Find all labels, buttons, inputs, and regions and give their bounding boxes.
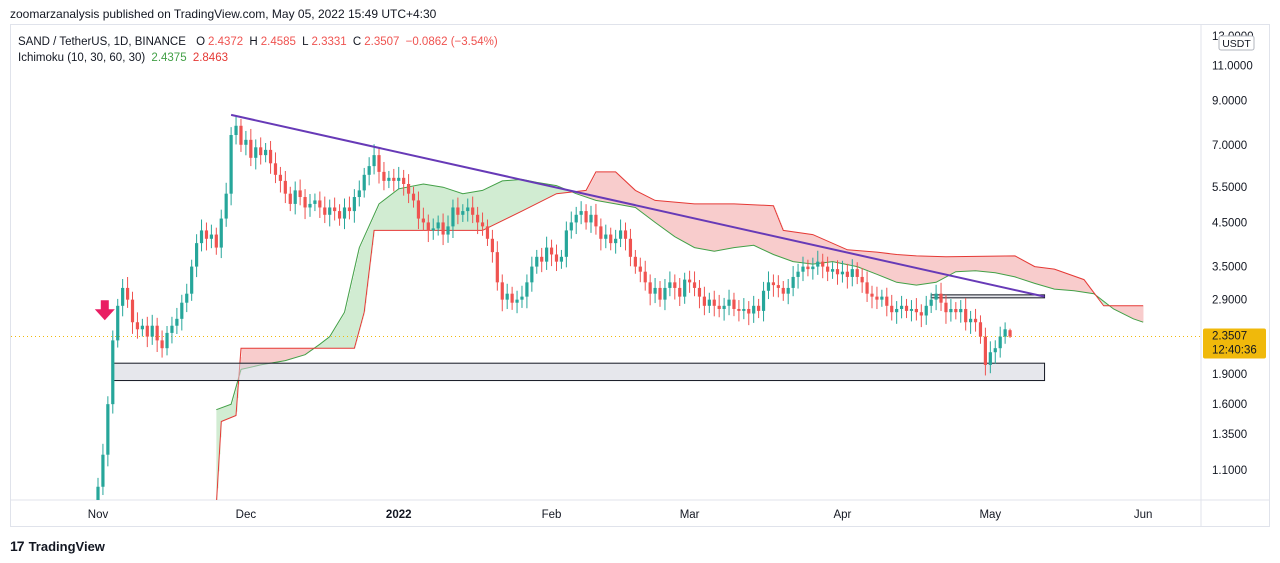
- indicator-title[interactable]: Ichimoku (10, 30, 60, 30): [18, 52, 146, 64]
- open-value: 2.4372: [208, 36, 244, 48]
- low-value: 2.3331: [311, 36, 347, 48]
- high-value: 2.4585: [260, 36, 296, 48]
- ohlc-close: C 2.3507: [353, 36, 403, 48]
- brand-name: TradingView: [28, 538, 105, 554]
- tradingview-footer[interactable]: 17 TradingView: [10, 538, 105, 554]
- open-label: O: [196, 36, 206, 48]
- close-label: C: [352, 36, 362, 48]
- symbol-title[interactable]: SAND / TetherUS, 1D, BINANCE: [18, 36, 186, 48]
- ohlc-open: O 2.4372: [196, 36, 246, 48]
- ohlc-high: H 2.4585: [249, 36, 299, 48]
- indicator-value-2: 2.8463: [192, 52, 228, 64]
- chart-pane[interactable]: [10, 24, 1270, 527]
- change-value: −0.0862 (−3.54%): [405, 36, 498, 48]
- close-value: 2.3507: [364, 36, 400, 48]
- publisher-line: zoomarzanalysis published on TradingView…: [10, 7, 437, 21]
- indicator-value-1: 2.4375: [151, 52, 187, 64]
- indicator-legend: Ichimoku (10, 30, 60, 30) 2.4375 2.8463: [18, 52, 231, 64]
- low-label: L: [302, 36, 309, 48]
- ohlc-low: L 2.3331: [302, 36, 350, 48]
- high-label: H: [249, 36, 258, 48]
- symbol-legend: SAND / TetherUS, 1D, BINANCE O 2.4372 H 2.…: [18, 36, 501, 48]
- tradingview-logo-icon: 17: [10, 538, 25, 554]
